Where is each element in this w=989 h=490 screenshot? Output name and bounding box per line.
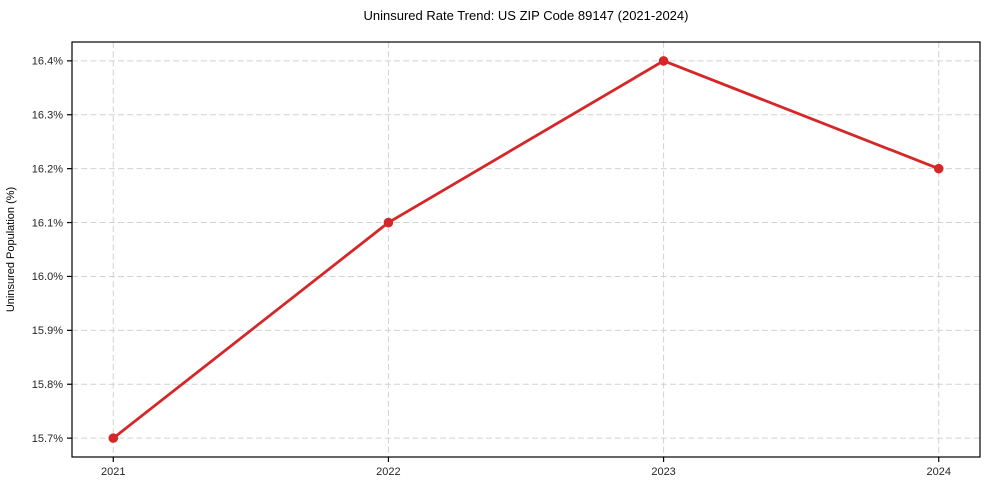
y-tick-label: 16.1% [32, 217, 63, 229]
y-tick-label: 15.8% [32, 379, 63, 391]
x-tick-label: 2023 [651, 466, 675, 478]
y-tick-label: 16.0% [32, 271, 63, 283]
y-tick-label: 16.3% [32, 110, 63, 122]
x-tick-label: 2024 [926, 466, 950, 478]
y-tick-label: 16.4% [32, 56, 63, 68]
y-axis-label: Uninsured Population (%) [5, 187, 17, 312]
data-point-2023 [658, 56, 669, 66]
data-point-2022 [383, 217, 394, 228]
chart-generated: 15.7% 15.8% 15.9% 16.0% 16.1% 16.2% 16.3% 16.4%… [32, 41, 981, 478]
data-point-2021 [108, 433, 119, 443]
trend-line [111, 59, 941, 440]
y-tick-label: 16.2% [32, 163, 63, 175]
y-tick-label: 15.7% [32, 433, 63, 445]
chart-title: Uninsured Rate Trend: US ZIP Code 89147 … [363, 8, 689, 23]
x-tick-label: 2022 [376, 466, 400, 478]
x-tick-label: 2021 [101, 466, 125, 478]
plot-border [71, 41, 981, 458]
y-tick-label: 15.9% [32, 325, 63, 337]
data-point-2024 [933, 163, 944, 174]
